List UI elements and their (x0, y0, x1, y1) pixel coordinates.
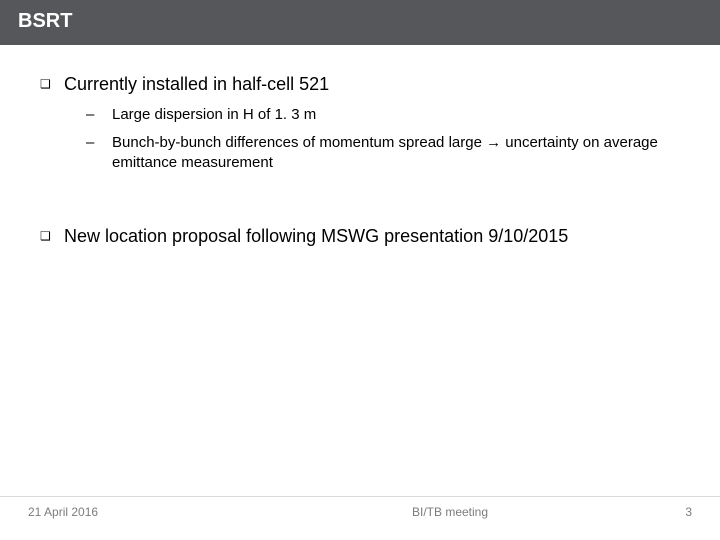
footer-page-number: 3 (652, 505, 692, 519)
slide-title: BSRT (18, 10, 72, 32)
footer-meeting: BI/TB meeting (248, 505, 652, 519)
sub-bullet-item: – Large dispersion in H of 1. 3 m (86, 105, 680, 125)
square-bullet-icon: ❑ (40, 73, 64, 95)
dash-bullet-icon: – (86, 133, 112, 173)
bullet-item: ❑ Currently installed in half-cell 521 (40, 73, 680, 95)
sub-bullet-item: – Bunch-by-bunch differences of momentum… (86, 133, 680, 173)
footer-date: 21 April 2016 (28, 505, 248, 519)
sub-bullet-text: Bunch-by-bunch differences of momentum s… (112, 133, 672, 173)
square-bullet-icon: ❑ (40, 225, 64, 247)
sub-bullet-text: Large dispersion in H of 1. 3 m (112, 105, 316, 125)
footer: 21 April 2016 BI/TB meeting 3 (0, 496, 720, 526)
spacer (40, 173, 680, 225)
dash-bullet-icon: – (86, 105, 112, 125)
bullet-text: New location proposal following MSWG pre… (64, 225, 568, 247)
content-area: ❑ Currently installed in half-cell 521 –… (0, 45, 720, 540)
bullet-text: Currently installed in half-cell 521 (64, 73, 329, 95)
slide: BSRT ❑ Currently installed in half-cell … (0, 0, 720, 540)
bullet-item: ❑ New location proposal following MSWG p… (40, 225, 680, 247)
title-bar: BSRT (0, 0, 720, 45)
